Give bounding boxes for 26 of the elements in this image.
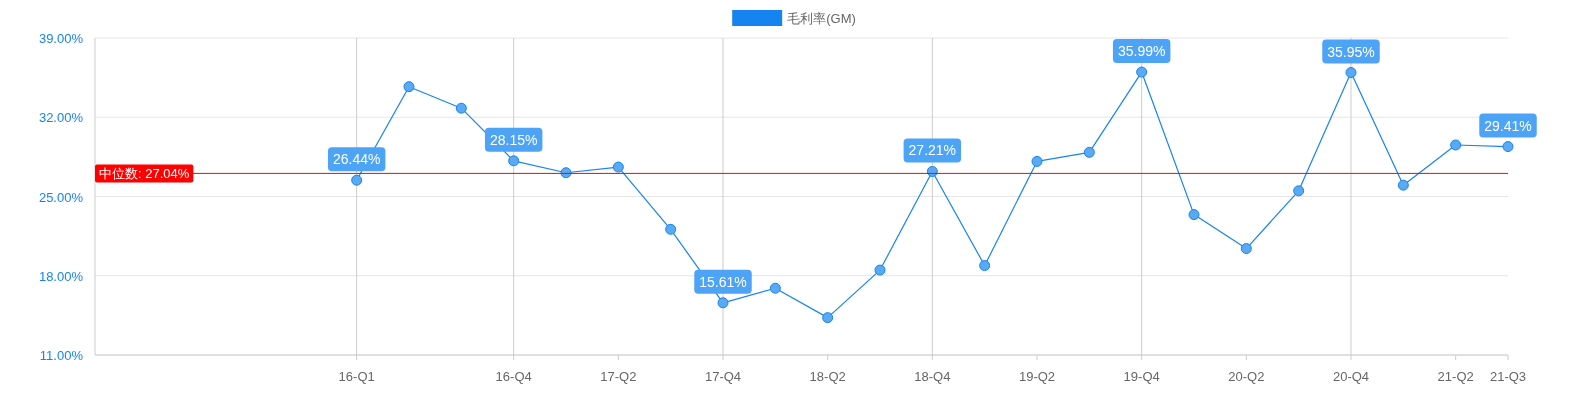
y-tick-label: 39.00% [38, 31, 84, 46]
data-label: 29.41% [1484, 117, 1532, 134]
x-tick-label: 17-Q4 [704, 369, 742, 384]
data-label: 26.44% [332, 151, 381, 168]
x-tick-label: 16-Q1 [338, 369, 375, 384]
x-tick-label: 18-Q2 [809, 369, 846, 384]
ref-line-label: 中位数: 27.04% [99, 166, 190, 182]
x-tick-label: 20-Q4 [1332, 369, 1370, 384]
y-tick-label: 11.00% [39, 348, 84, 363]
legend-label: 毛利率(GM) [787, 11, 856, 26]
x-tick-label: 21-Q3 [1489, 369, 1527, 384]
data-label: 28.15% [489, 131, 538, 148]
x-tick-label: 20-Q2 [1228, 369, 1265, 384]
data-label: 27.21% [908, 142, 957, 159]
y-tick-label: 18.00% [38, 268, 84, 284]
x-tick-label: 17-Q2 [600, 369, 637, 384]
data-label: 15.61% [699, 273, 747, 290]
y-tick-label: 25.00% [38, 189, 84, 205]
data-label: 35.95% [1327, 43, 1375, 60]
data-label: 35.99% [1117, 43, 1166, 60]
x-tick-label: 16-Q4 [495, 369, 532, 384]
x-tick-label: 19-Q2 [1018, 369, 1056, 384]
x-tick-label: 18-Q4 [914, 369, 951, 384]
y-tick-label: 32.00% [38, 110, 84, 126]
x-tick-label: 21-Q2 [1437, 369, 1474, 384]
x-tick-label: 19-Q4 [1123, 369, 1160, 384]
